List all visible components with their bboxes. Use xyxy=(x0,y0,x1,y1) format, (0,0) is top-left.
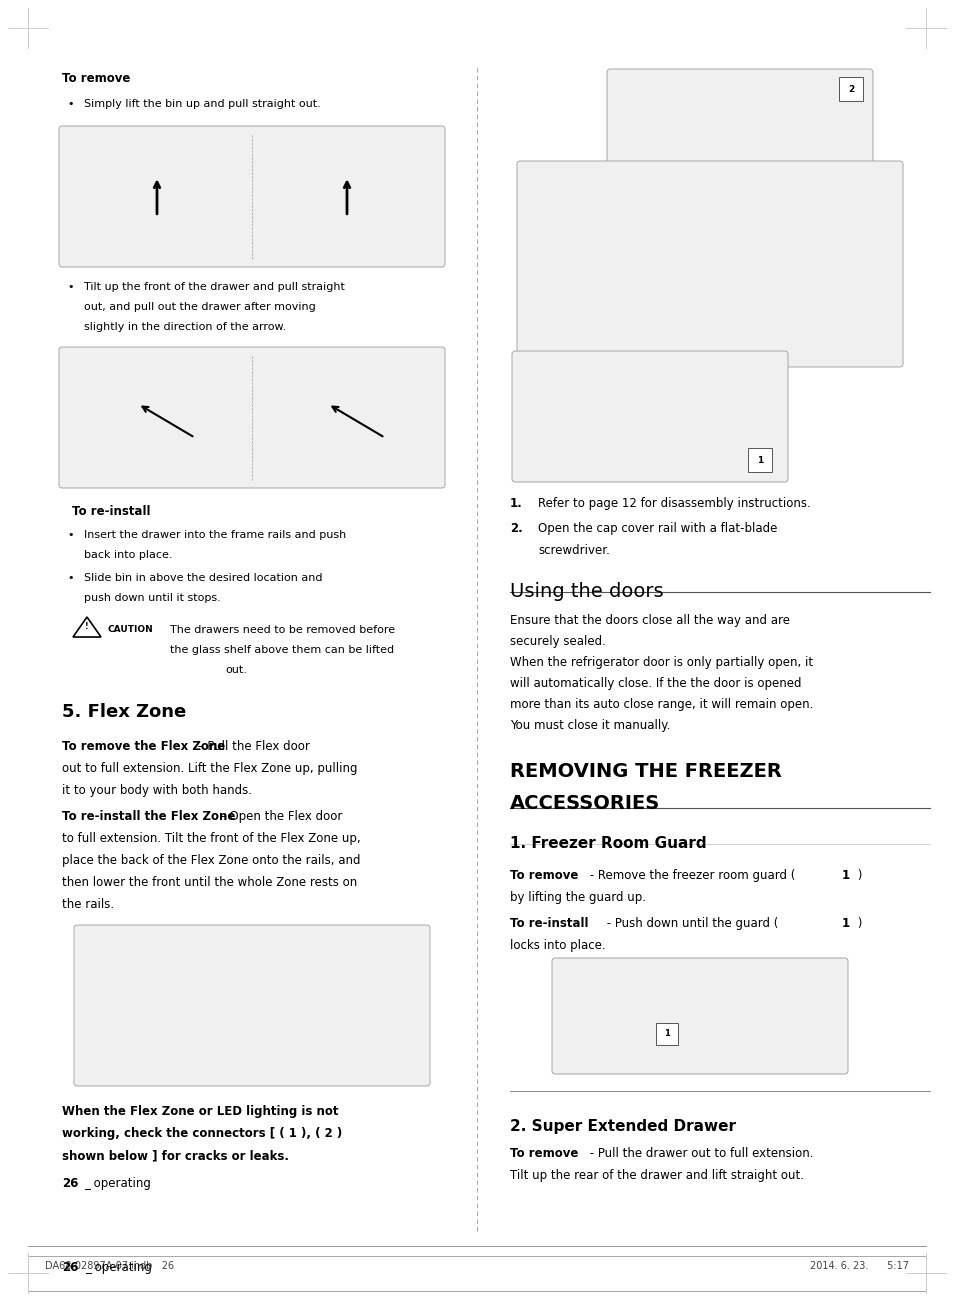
FancyBboxPatch shape xyxy=(59,347,444,488)
FancyBboxPatch shape xyxy=(512,351,787,481)
Text: 26: 26 xyxy=(62,1177,78,1190)
Text: Open the cap cover rail with a flat-blade: Open the cap cover rail with a flat-blad… xyxy=(537,522,777,535)
Text: shown below ] for cracks or leaks.: shown below ] for cracks or leaks. xyxy=(62,1149,289,1162)
Text: back into place.: back into place. xyxy=(84,550,172,559)
FancyBboxPatch shape xyxy=(838,77,862,101)
Text: To re-install: To re-install xyxy=(510,917,588,930)
Text: Refer to page 12 for disassembly instructions.: Refer to page 12 for disassembly instruc… xyxy=(537,497,810,510)
Text: 2. Super Extended Drawer: 2. Super Extended Drawer xyxy=(510,1119,735,1134)
Text: 1: 1 xyxy=(841,869,849,882)
FancyBboxPatch shape xyxy=(747,448,771,472)
Text: Tilt up the front of the drawer and pull straight: Tilt up the front of the drawer and pull… xyxy=(84,282,345,291)
Text: To re-install the Flex Zone: To re-install the Flex Zone xyxy=(62,811,235,824)
Text: ACCESSORIES: ACCESSORIES xyxy=(510,794,659,813)
Text: - Remove the freezer room guard (: - Remove the freezer room guard ( xyxy=(585,869,799,882)
Text: 26: 26 xyxy=(62,1261,78,1274)
Text: 5. Flex Zone: 5. Flex Zone xyxy=(62,703,186,721)
Text: 1.: 1. xyxy=(510,497,522,510)
Text: then lower the front until the whole Zone rests on: then lower the front until the whole Zon… xyxy=(62,876,356,889)
Text: - Pull the drawer out to full extension.: - Pull the drawer out to full extension. xyxy=(585,1147,813,1160)
Text: DA68-02897A-07.indb   26: DA68-02897A-07.indb 26 xyxy=(45,1261,174,1271)
FancyBboxPatch shape xyxy=(517,161,902,367)
Text: CAUTION: CAUTION xyxy=(108,624,153,634)
Text: Slide bin in above the desired location and: Slide bin in above the desired location … xyxy=(84,572,322,583)
Text: To remove: To remove xyxy=(62,72,131,85)
FancyBboxPatch shape xyxy=(59,126,444,267)
Text: When the Flex Zone or LED lighting is not: When the Flex Zone or LED lighting is no… xyxy=(62,1105,338,1118)
Text: 2.: 2. xyxy=(510,522,522,535)
Text: 1: 1 xyxy=(756,455,762,464)
Text: by lifting the guard up.: by lifting the guard up. xyxy=(510,891,645,904)
Text: Simply lift the bin up and pull straight out.: Simply lift the bin up and pull straight… xyxy=(84,99,320,109)
Text: _ operating: _ operating xyxy=(85,1261,152,1274)
Text: •: • xyxy=(67,99,73,109)
Text: working, check the connectors [ ( 1 ), ( 2 ): working, check the connectors [ ( 1 ), (… xyxy=(62,1127,342,1140)
Text: the rails.: the rails. xyxy=(62,898,114,911)
Text: 2: 2 xyxy=(847,85,853,94)
Text: To remove: To remove xyxy=(510,869,578,882)
Text: •: • xyxy=(67,530,73,540)
Text: – Open the Flex door: – Open the Flex door xyxy=(215,811,341,824)
FancyBboxPatch shape xyxy=(655,1023,677,1045)
Text: push down until it stops.: push down until it stops. xyxy=(84,593,220,602)
Text: place the back of the Flex Zone onto the rails, and: place the back of the Flex Zone onto the… xyxy=(62,853,360,866)
Text: To remove the Flex Zone: To remove the Flex Zone xyxy=(62,740,225,753)
Text: the glass shelf above them can be lifted: the glass shelf above them can be lifted xyxy=(170,645,394,654)
Text: _ operating: _ operating xyxy=(84,1177,151,1190)
Text: Ensure that the doors close all the way and are: Ensure that the doors close all the way … xyxy=(510,614,789,627)
Text: •: • xyxy=(67,282,73,291)
Text: When the refrigerator door is only partially open, it: When the refrigerator door is only parti… xyxy=(510,656,812,669)
Text: out.: out. xyxy=(225,665,247,675)
Text: To remove: To remove xyxy=(510,1147,578,1160)
Text: out to full extension. Lift the Flex Zone up, pulling: out to full extension. Lift the Flex Zon… xyxy=(62,762,357,775)
Text: it to your body with both hands.: it to your body with both hands. xyxy=(62,785,252,798)
Text: 1. Freezer Room Guard: 1. Freezer Room Guard xyxy=(510,837,706,851)
Text: !: ! xyxy=(85,622,89,631)
Text: more than its auto close range, it will remain open.: more than its auto close range, it will … xyxy=(510,699,813,712)
Text: Tilt up the rear of the drawer and lift straight out.: Tilt up the rear of the drawer and lift … xyxy=(510,1170,803,1183)
Text: out, and pull out the drawer after moving: out, and pull out the drawer after movin… xyxy=(84,302,315,312)
Text: 2014. 6. 23.      5:17: 2014. 6. 23. 5:17 xyxy=(809,1261,908,1271)
Text: ): ) xyxy=(853,869,862,882)
Text: •: • xyxy=(67,572,73,583)
FancyBboxPatch shape xyxy=(74,925,430,1086)
Text: screwdriver.: screwdriver. xyxy=(537,544,609,557)
Text: REMOVING THE FREEZER: REMOVING THE FREEZER xyxy=(510,762,781,781)
Text: to full extension. Tilt the front of the Flex Zone up,: to full extension. Tilt the front of the… xyxy=(62,833,360,846)
FancyBboxPatch shape xyxy=(606,69,872,196)
Text: The drawers need to be removed before: The drawers need to be removed before xyxy=(170,624,395,635)
Text: Insert the drawer into the frame rails and push: Insert the drawer into the frame rails a… xyxy=(84,530,346,540)
Text: locks into place.: locks into place. xyxy=(510,939,605,952)
Text: securely sealed.: securely sealed. xyxy=(510,635,605,648)
Text: 1: 1 xyxy=(663,1029,669,1038)
FancyBboxPatch shape xyxy=(28,1255,925,1291)
Text: – Pull the Flex door: – Pull the Flex door xyxy=(193,740,309,753)
Text: You must close it manually.: You must close it manually. xyxy=(510,719,670,732)
Text: Using the doors: Using the doors xyxy=(510,582,663,601)
Text: will automatically close. If the the door is opened: will automatically close. If the the doo… xyxy=(510,677,801,690)
Text: slightly in the direction of the arrow.: slightly in the direction of the arrow. xyxy=(84,323,286,332)
Text: ): ) xyxy=(853,917,862,930)
Text: - Push down until the guard (: - Push down until the guard ( xyxy=(602,917,781,930)
Text: 1: 1 xyxy=(841,917,849,930)
FancyBboxPatch shape xyxy=(552,958,847,1075)
Text: To re-install: To re-install xyxy=(71,505,151,518)
